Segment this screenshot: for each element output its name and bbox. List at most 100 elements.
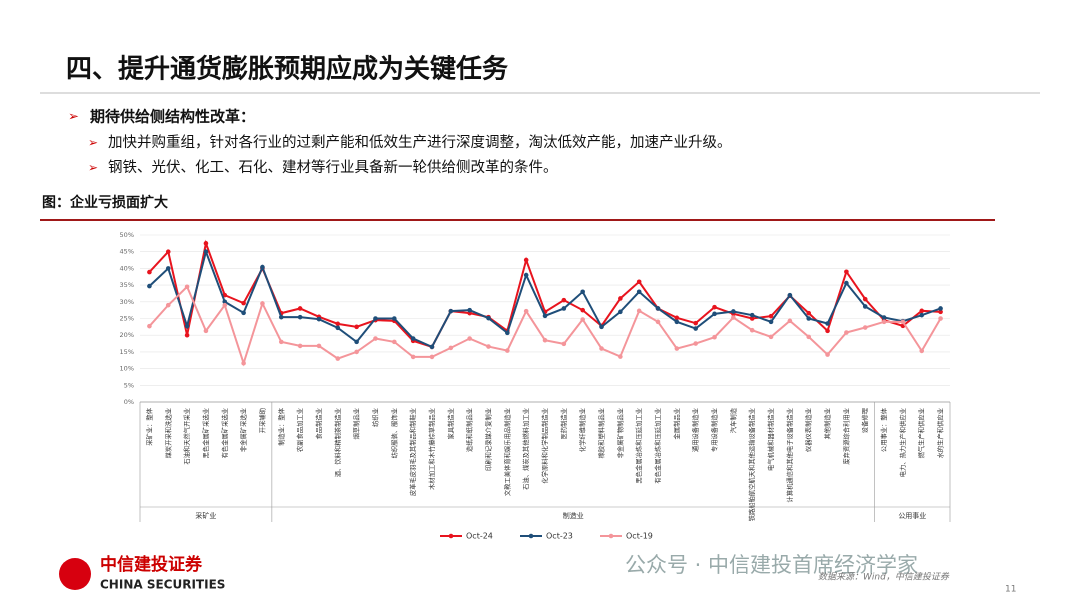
point <box>316 316 322 322</box>
y-tick-label: 35% <box>120 281 134 289</box>
point <box>165 249 171 254</box>
point <box>618 309 623 315</box>
logo-cn: 中信建投证券 <box>100 554 203 575</box>
point <box>467 336 472 341</box>
point <box>599 346 604 351</box>
point <box>768 334 774 340</box>
point <box>429 354 435 360</box>
point <box>335 356 341 361</box>
point <box>354 324 359 330</box>
point <box>486 344 491 349</box>
point <box>938 316 943 321</box>
point <box>749 327 755 333</box>
point <box>147 323 152 329</box>
y-tick-label: 25% <box>120 315 134 323</box>
y-tick-label: 50% <box>120 231 134 239</box>
x-tick-label: 造纸和纸制品业 <box>465 408 474 452</box>
point <box>825 328 830 334</box>
bullet-marker: ➢ <box>88 161 98 175</box>
point <box>505 330 510 336</box>
bullet-marker: ➢ <box>88 136 98 150</box>
point <box>165 302 171 308</box>
point <box>580 307 585 313</box>
point <box>674 315 680 321</box>
point <box>203 328 209 334</box>
point <box>297 306 303 311</box>
x-tick-label: 家具制造业 <box>446 408 455 439</box>
legend-marker <box>528 533 534 539</box>
x-tick-label: 医药制造业 <box>559 408 568 439</box>
point <box>542 337 548 343</box>
point <box>825 352 830 357</box>
x-tick-label: 电气机械和器材制造业 <box>766 408 775 471</box>
x-tick-label: 印刷和记录媒介复制业 <box>483 408 492 471</box>
watermark: 公众号 · 中信建投首席经济学家 <box>625 553 918 577</box>
x-tick-label: 化学原料和化学制品制造业 <box>540 408 549 484</box>
x-tick-label: 有色金属冶炼和压延加工业 <box>653 408 662 484</box>
point <box>297 314 303 320</box>
point <box>184 323 190 329</box>
point <box>241 360 246 366</box>
point <box>316 343 322 349</box>
x-tick-label: 非金属矿采选业 <box>239 408 248 452</box>
point <box>919 348 925 354</box>
point <box>335 321 341 327</box>
point <box>222 299 228 305</box>
point <box>542 313 548 319</box>
point <box>448 308 454 314</box>
sub-bullet: 加快并购重组，针对各行业的过剩产能和低效生产进行深度调整，淘汰低效产能，加速产业… <box>108 134 732 151</box>
point <box>203 241 209 246</box>
point <box>561 341 567 347</box>
x-tick-label: 燃气生产和供应业 <box>917 408 926 458</box>
y-tick-label: 40% <box>120 264 134 272</box>
group-label: 公用事业 <box>898 511 926 520</box>
point <box>693 320 698 326</box>
x-tick-label: 其他制造业 <box>823 408 832 439</box>
point <box>712 334 717 340</box>
x-tick-label: 计算机通信和其他电子设备制造业 <box>785 408 794 502</box>
point <box>241 310 246 316</box>
point <box>636 279 642 285</box>
point <box>806 310 812 316</box>
y-tick-label: 10% <box>120 365 134 373</box>
point <box>674 319 680 325</box>
point <box>373 316 378 321</box>
point <box>731 315 736 320</box>
x-tick-label: 采矿业：整体 <box>144 407 153 445</box>
x-tick-label: 仪器仪表制造业 <box>804 408 813 452</box>
group-label: 制造业 <box>563 511 584 520</box>
point <box>712 304 717 310</box>
point <box>410 336 416 341</box>
point <box>297 343 303 349</box>
point <box>693 326 698 331</box>
point <box>881 315 887 320</box>
point <box>749 312 755 318</box>
point <box>147 269 152 275</box>
point <box>278 339 284 345</box>
point <box>486 315 491 321</box>
point <box>165 266 171 271</box>
point <box>900 319 906 325</box>
point <box>580 317 585 322</box>
x-tick-label: 水的生产和供应业 <box>936 408 945 458</box>
point <box>636 289 642 295</box>
y-tick-label: 5% <box>124 381 134 389</box>
point <box>467 307 472 313</box>
logo-mark <box>59 558 91 590</box>
point <box>768 319 774 325</box>
point <box>410 354 416 360</box>
x-tick-label: 烟草制品业 <box>352 408 361 439</box>
x-tick-label: 黑色金属矿采选业 <box>201 408 210 458</box>
point <box>636 308 642 314</box>
legend-label: Oct-24 <box>466 532 493 541</box>
figure-caption: 图：企业亏损面扩大 <box>42 194 168 211</box>
point <box>184 284 190 290</box>
point <box>260 301 265 306</box>
legend-marker <box>608 533 614 539</box>
point <box>354 339 359 345</box>
point <box>354 349 359 355</box>
point <box>712 311 717 317</box>
point <box>787 292 793 298</box>
x-tick-label: 文教工美体育和娱乐用品制造业 <box>502 408 511 496</box>
